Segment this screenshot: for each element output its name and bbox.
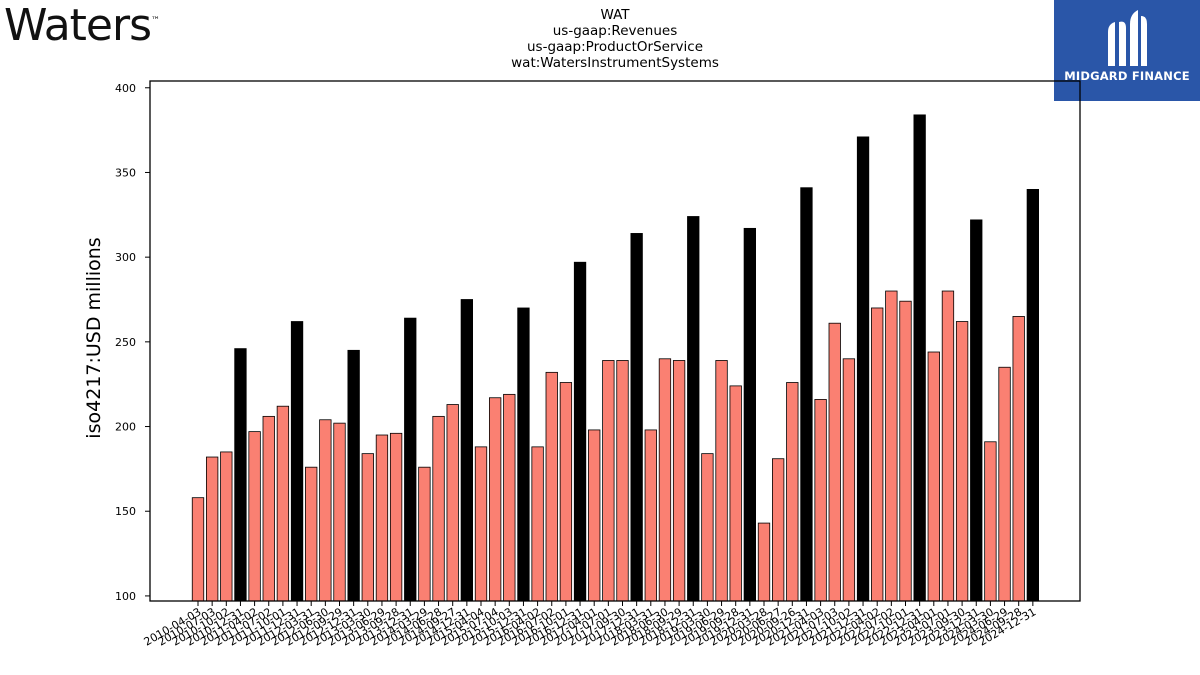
quarter-bar <box>276 405 290 602</box>
quarter-bar <box>305 466 318 602</box>
y-tick-label: 350 <box>115 166 136 179</box>
title-line-member: wat:WatersInstrumentSystems <box>511 55 719 71</box>
quarter-bar <box>319 419 332 602</box>
title-line-ticker: WAT <box>600 7 630 23</box>
quarter-bar <box>715 360 728 602</box>
y-tick-label: 250 <box>115 336 136 349</box>
quarter-bar <box>389 432 403 602</box>
waters-logo: Waters™ <box>4 0 160 51</box>
quarter-bar <box>248 431 261 602</box>
quarter-bar <box>446 404 459 602</box>
quarter-bar <box>729 385 742 602</box>
quarter-bar <box>658 358 672 602</box>
annual-bar <box>460 299 474 602</box>
quarter-bar <box>220 451 233 602</box>
trademark-mark: ™ <box>151 16 160 26</box>
annual-bar <box>743 227 756 602</box>
y-tick-label: 150 <box>115 505 136 518</box>
annual-bar <box>1026 188 1039 602</box>
quarter-bar <box>941 290 955 602</box>
chart-title: WAT us-gaap:Revenues us-gaap:ProductOrSe… <box>465 7 765 71</box>
annual-bar <box>970 219 983 602</box>
title-line-concept: us-gaap:Revenues <box>552 23 678 39</box>
y-tick-label: 100 <box>115 590 136 603</box>
quarter-bar <box>191 497 205 602</box>
quarter-bar <box>375 434 389 602</box>
title-line-axis: us-gaap:ProductOrService <box>526 39 704 55</box>
quarter-bar <box>1012 316 1025 602</box>
quarter-bar <box>545 371 558 602</box>
quarter-bar <box>899 300 912 602</box>
y-tick-label: 300 <box>115 251 136 264</box>
quarter-bar <box>262 415 275 602</box>
quarter-bar <box>828 322 841 602</box>
plot-frame <box>149 80 1081 602</box>
annual-bar <box>687 216 700 602</box>
quarter-bar <box>333 422 346 602</box>
annual-bar <box>404 317 417 602</box>
quarter-bar <box>205 456 219 602</box>
midgard-finance-logo: MIDGARD FINANCE <box>1054 0 1200 101</box>
y-axis-label: iso4217:USD millions <box>83 237 105 438</box>
annual-bar <box>234 348 247 602</box>
annual-bar <box>856 136 870 602</box>
waters-logo-text: Waters <box>4 0 152 51</box>
quarter-bar <box>998 366 1011 602</box>
y-tick-label: 200 <box>115 421 136 434</box>
midgard-mark-icon <box>1108 10 1147 67</box>
annual-bar <box>347 349 360 602</box>
quarter-bar <box>701 453 714 602</box>
quarter-bar <box>842 358 856 602</box>
quarter-bar <box>984 441 997 602</box>
annual-bar <box>913 114 926 602</box>
quarter-bar <box>588 429 601 602</box>
quarter-bar <box>531 446 544 602</box>
quarter-bar <box>955 321 969 602</box>
quarter-bar <box>672 360 686 602</box>
quarter-bar <box>927 351 940 602</box>
quarter-bar <box>503 393 516 602</box>
quarter-bar <box>488 397 502 602</box>
annual-bar <box>573 261 587 602</box>
quarter-bar <box>602 360 615 602</box>
quarter-bar <box>644 429 657 602</box>
quarter-bar <box>474 446 488 602</box>
quarter-bar <box>432 415 445 602</box>
quarter-bar <box>418 466 431 602</box>
annual-bar <box>517 307 530 602</box>
quarter-bar <box>871 307 884 602</box>
annual-bar <box>290 321 304 602</box>
quarter-bar <box>786 382 799 602</box>
quarter-bar <box>616 360 629 602</box>
quarter-bar <box>361 453 374 602</box>
quarter-bar <box>559 382 573 602</box>
midgard-finance-name: MIDGARD FINANCE <box>1064 69 1190 83</box>
quarter-bar <box>772 458 785 602</box>
annual-bar <box>630 233 643 602</box>
annual-bar <box>800 187 813 602</box>
quarter-bar <box>757 522 771 602</box>
y-tick-label: 400 <box>115 82 136 95</box>
quarter-bar <box>885 290 898 602</box>
quarter-bar <box>814 399 827 602</box>
